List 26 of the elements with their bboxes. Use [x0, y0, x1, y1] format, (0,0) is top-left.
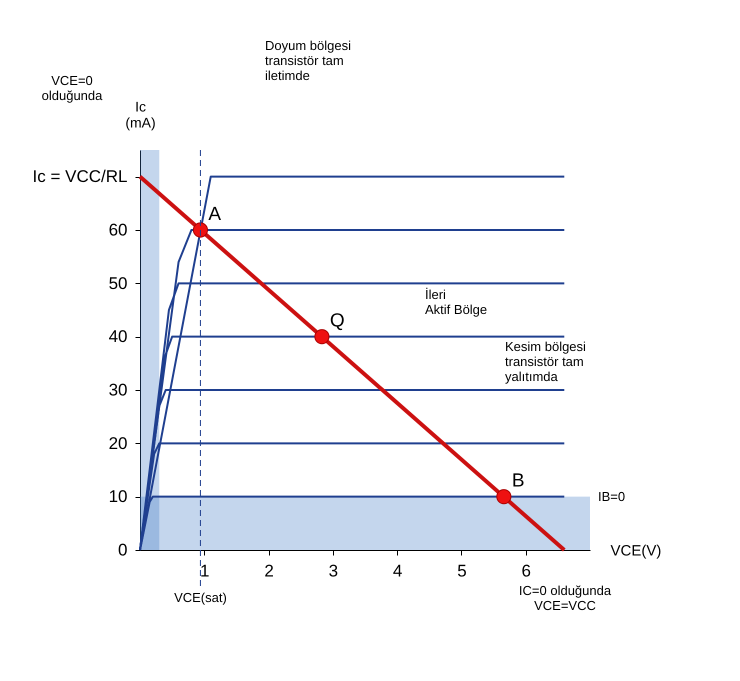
text: IB=0 — [598, 489, 626, 504]
x-tick-label: 4 — [392, 562, 402, 580]
text: IC=0 olduğunda VCE=VCC — [518, 583, 612, 613]
y-tick-label: 10 — [108, 487, 128, 506]
text: Doyum bölgesi transistör tam iletimde — [265, 38, 352, 83]
y-tick-label: 30 — [108, 380, 128, 400]
x-tick-label: 5 — [457, 562, 467, 580]
x-tick-label: 1 — [200, 562, 210, 580]
y-tick-label: 40 — [108, 327, 128, 346]
y-tick-label: 60 — [108, 220, 128, 240]
annotation: İleri Aktif Bölge — [425, 287, 488, 317]
y-tick-label: 20 — [108, 434, 128, 453]
annotation: B — [512, 470, 525, 492]
ref-line-label: VCE(sat) — [174, 590, 227, 605]
y-tick-label: 0 — [118, 540, 128, 560]
text: VCE=0 olduğunda — [42, 73, 104, 103]
annotation: Q — [330, 310, 345, 332]
x-tick-label: 2 — [264, 562, 274, 580]
x-axis-title: VCE(V) — [610, 542, 662, 560]
y-tick-label: 50 — [108, 274, 128, 293]
annotation: Kesim bölgesi transistör tam yalıtımda — [505, 339, 586, 384]
y-axis-title: Ic (mA) — [125, 98, 156, 130]
x-tick-label: 6 — [521, 562, 531, 580]
annotation: A — [208, 204, 222, 225]
y-tick-label: Ic = VCC/RL — [32, 167, 128, 186]
x-tick-label: 3 — [328, 562, 338, 580]
